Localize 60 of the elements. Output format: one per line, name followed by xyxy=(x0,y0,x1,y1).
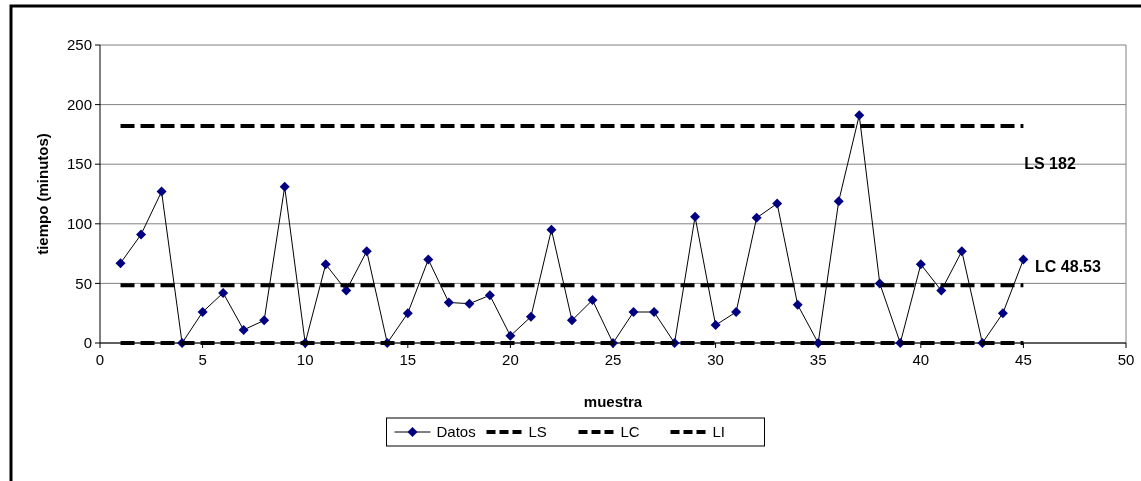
point xyxy=(361,246,372,257)
x-tick-label: 15 xyxy=(399,351,417,368)
point xyxy=(320,259,331,270)
point xyxy=(587,295,598,306)
x-tick-label: 50 xyxy=(1117,351,1135,368)
x-tick-label: 25 xyxy=(604,351,622,368)
legend-label: Datos xyxy=(436,423,476,441)
point xyxy=(464,298,475,309)
point xyxy=(259,315,270,326)
annotation: LS 182 xyxy=(1024,155,1076,173)
point xyxy=(731,307,742,318)
point xyxy=(772,198,783,209)
point xyxy=(997,308,1008,319)
point xyxy=(854,110,865,121)
point xyxy=(402,308,413,319)
point xyxy=(833,196,844,207)
point xyxy=(915,259,926,270)
legend-label: LS xyxy=(528,423,547,441)
point xyxy=(484,290,495,301)
point xyxy=(443,297,454,308)
y-tick-label: 100 xyxy=(66,215,92,233)
y-tick-label: 50 xyxy=(75,274,92,292)
point xyxy=(423,254,434,265)
x-tick-label: 35 xyxy=(809,351,827,368)
x-tick-label: 20 xyxy=(502,351,519,368)
point xyxy=(505,330,516,341)
x-tick-label: 40 xyxy=(912,351,930,368)
y-axis-title: tiempo (minutos) xyxy=(34,133,51,255)
y-tick-label: 0 xyxy=(83,334,92,352)
point xyxy=(792,299,803,310)
point xyxy=(218,287,229,298)
point xyxy=(1018,254,1029,265)
point xyxy=(936,285,947,296)
point xyxy=(546,224,557,235)
x-axis-title: muestra xyxy=(583,393,643,410)
y-tick-label: 150 xyxy=(66,155,92,173)
point xyxy=(956,246,967,257)
x-tick-label: 0 xyxy=(95,351,105,368)
x-tick-label: 45 xyxy=(1015,351,1032,368)
point xyxy=(690,211,701,222)
point xyxy=(628,307,639,318)
point xyxy=(751,212,762,223)
point xyxy=(649,307,660,318)
legend-label: LI xyxy=(712,423,726,441)
x-tick-label: 30 xyxy=(707,351,724,368)
point xyxy=(710,320,721,331)
point xyxy=(279,181,290,192)
y-tick-label: 250 xyxy=(66,36,92,54)
point xyxy=(156,186,167,197)
y-tick-label: 200 xyxy=(66,95,92,113)
x-tick-label: 5 xyxy=(198,351,207,368)
point xyxy=(115,258,126,269)
legend-label: LC xyxy=(620,423,640,441)
point xyxy=(566,315,577,326)
point xyxy=(525,311,536,322)
point xyxy=(197,307,208,318)
x-tick-label: 10 xyxy=(296,351,314,368)
point xyxy=(136,229,147,240)
annotation: LC 48.53 xyxy=(1035,258,1102,276)
point xyxy=(238,324,249,335)
